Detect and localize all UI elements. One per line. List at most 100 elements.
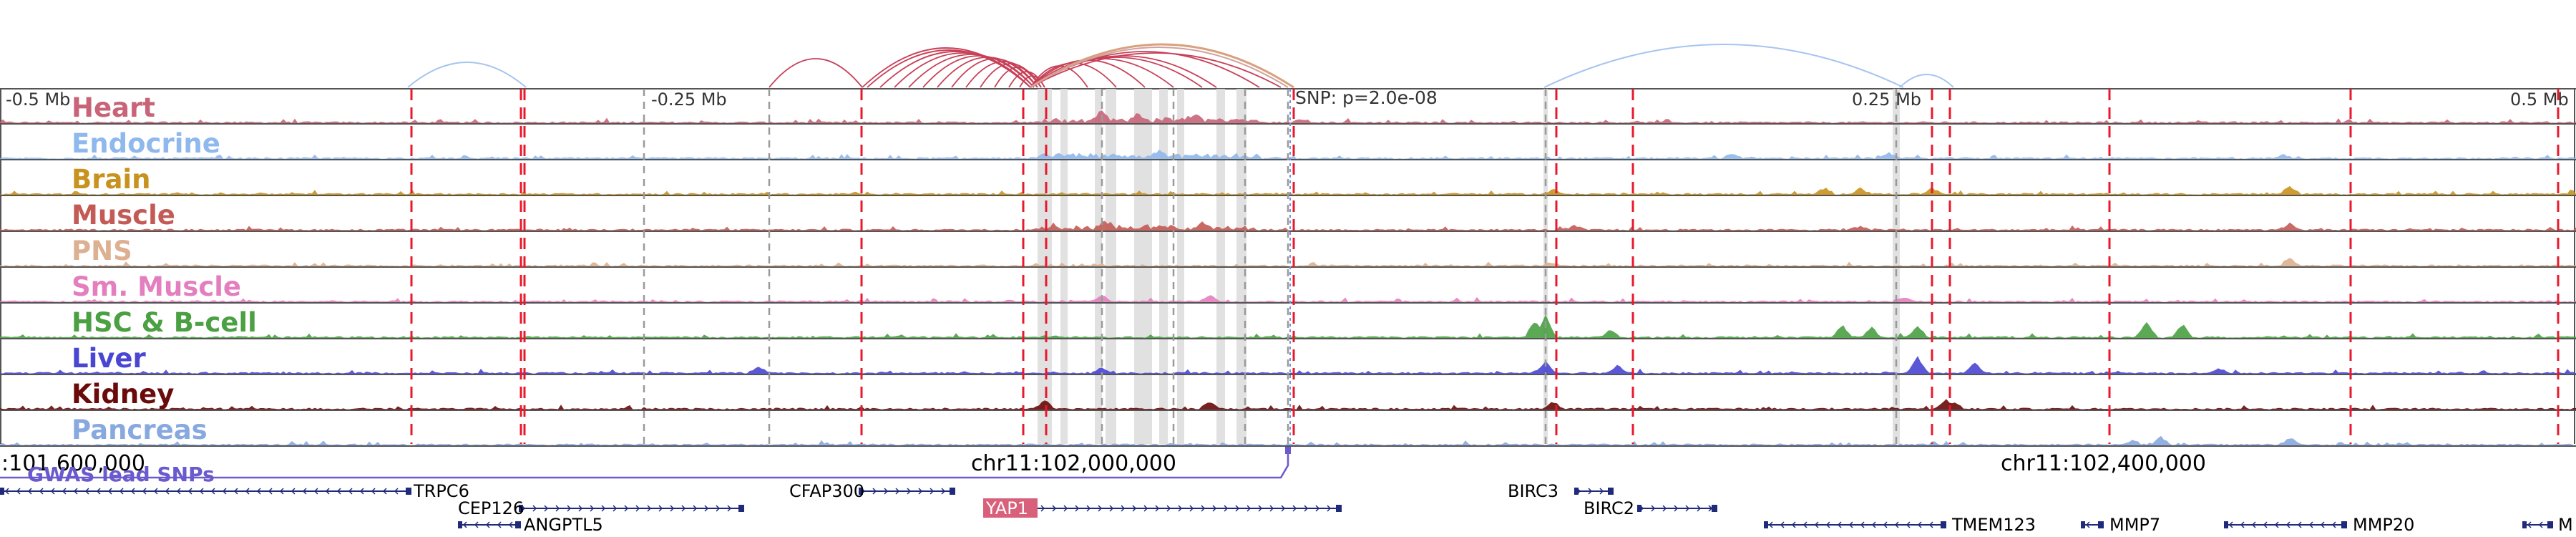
loop-arc xyxy=(1030,47,1289,88)
exon xyxy=(0,488,4,495)
loop-arc xyxy=(769,58,863,88)
strand-arrow xyxy=(544,505,549,512)
strand-arrow xyxy=(1212,505,1217,512)
strand-arrow xyxy=(1315,505,1320,512)
track-label: Liver xyxy=(72,343,146,374)
loop-arc xyxy=(867,49,1031,88)
strand-arrow xyxy=(371,488,376,495)
strand-arrow xyxy=(1109,505,1114,512)
strand-arrow xyxy=(1662,505,1667,512)
loop-arc xyxy=(1030,59,1146,88)
gene-cfap300: CFAP300 xyxy=(789,481,955,501)
strand-arrow xyxy=(930,488,935,495)
strand-arrow xyxy=(1063,505,1068,512)
gene-label: M xyxy=(2558,515,2573,535)
strand-arrow xyxy=(302,488,307,495)
loop-arc xyxy=(1899,74,1954,88)
strand-arrow xyxy=(1814,521,1819,528)
strand-arrow xyxy=(1802,521,1807,528)
gene-mmp7: MMP7 xyxy=(2081,515,2160,535)
exon xyxy=(515,521,521,528)
strand-arrow xyxy=(635,505,640,512)
coordinate-label-right: chr11:102,400,000 xyxy=(2001,451,2206,476)
gene-highlight xyxy=(983,498,1038,518)
gene-m: M xyxy=(2522,515,2573,535)
strand-arrow xyxy=(2331,521,2336,528)
strand-arrow xyxy=(884,488,889,495)
strand-arrow xyxy=(2308,521,2313,528)
track-label: Sm. Muscle xyxy=(72,271,242,302)
gene-label: YAP1 xyxy=(985,498,1028,518)
strand-arrow xyxy=(96,488,101,495)
strand-arrow xyxy=(1201,505,1206,512)
gene-angptl5: ANGPTL5 xyxy=(458,515,603,535)
chromatin-loop-arcs xyxy=(407,43,1954,89)
exon xyxy=(2547,521,2553,528)
gwas-track-label: GWAS lead SNPs xyxy=(27,463,215,486)
strand-arrow xyxy=(394,488,399,495)
strand-arrow xyxy=(1143,505,1148,512)
strand-arrow xyxy=(1224,505,1229,512)
strand-arrow xyxy=(941,488,946,495)
strand-arrow xyxy=(1906,521,1911,528)
strand-arrow xyxy=(2085,521,2090,528)
exon xyxy=(2081,521,2085,528)
strand-arrow xyxy=(4,488,9,495)
strand-arrow xyxy=(670,505,675,512)
strand-arrow xyxy=(1883,521,1888,528)
strand-arrow xyxy=(2320,521,2325,528)
gene-label: BIRC3 xyxy=(1508,481,1558,501)
strand-arrow xyxy=(508,521,513,528)
strand-arrow xyxy=(474,521,479,528)
strand-arrow xyxy=(245,488,250,495)
strand-arrow xyxy=(658,505,663,512)
exon xyxy=(1764,521,1768,528)
strand-arrow xyxy=(1052,505,1057,512)
gene-label: TRPC6 xyxy=(413,481,469,501)
gene-birc2: BIRC2 xyxy=(1584,498,1717,518)
strand-arrow xyxy=(348,488,353,495)
strand-arrow xyxy=(1258,505,1263,512)
strand-arrow xyxy=(1281,505,1286,512)
strand-arrow xyxy=(1155,505,1160,512)
axis-tick-right-025: 0.25 Mb xyxy=(1852,90,1922,110)
strand-arrow xyxy=(1292,505,1297,512)
loop-arc xyxy=(407,62,527,88)
strand-arrow xyxy=(1825,521,1830,528)
strand-arrow xyxy=(1651,505,1656,512)
strand-arrow xyxy=(1791,521,1796,528)
strand-arrow xyxy=(1780,521,1785,528)
coordinate-label-center: chr11:102,000,000 xyxy=(971,451,1176,476)
snp-pvalue-label: SNP: p=2.0e-08 xyxy=(1295,87,1438,108)
strand-arrow xyxy=(532,505,537,512)
gene-label: ANGPTL5 xyxy=(524,515,603,535)
loop-arc xyxy=(1030,43,1294,89)
strand-arrow xyxy=(62,488,67,495)
coordinate-label-left: :101,600,000 xyxy=(1,451,145,476)
strand-arrow xyxy=(1166,505,1171,512)
strand-arrow xyxy=(647,505,652,512)
gene-birc3: BIRC3 xyxy=(1508,481,1614,501)
strand-arrow xyxy=(1098,505,1103,512)
strand-arrow xyxy=(165,488,170,495)
track-label: Endocrine xyxy=(72,128,220,159)
track-label: PNS xyxy=(72,236,132,266)
gwas-snp-marker xyxy=(1285,447,1291,454)
strand-arrow xyxy=(1588,488,1593,495)
strand-arrow xyxy=(222,488,227,495)
strand-arrow xyxy=(462,521,467,528)
strand-arrow xyxy=(590,505,595,512)
strand-arrow xyxy=(555,505,560,512)
strand-arrow xyxy=(130,488,135,495)
strand-arrow xyxy=(16,488,21,495)
strand-arrow xyxy=(382,488,387,495)
strand-arrow xyxy=(1178,505,1183,512)
gene-tmem123: TMEM123 xyxy=(1764,515,2036,535)
axis-tick-right-05: 0.5 Mb xyxy=(2510,90,2569,110)
gene-yap1: YAP1 xyxy=(983,498,1342,518)
strand-arrow xyxy=(39,488,44,495)
exon xyxy=(738,505,744,512)
exon xyxy=(519,505,523,512)
axis-tick-left-025: -0.25 Mb xyxy=(651,90,727,110)
